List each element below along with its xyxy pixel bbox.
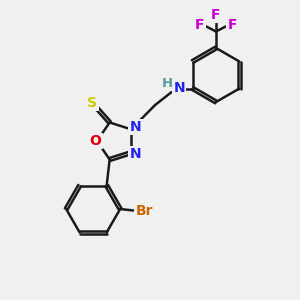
Text: N: N <box>130 147 141 161</box>
Text: O: O <box>89 134 101 148</box>
Text: N: N <box>173 82 185 95</box>
Text: F: F <box>228 18 237 32</box>
Text: N: N <box>130 120 141 134</box>
Text: Br: Br <box>135 203 153 218</box>
Text: H: H <box>162 76 173 90</box>
Text: F: F <box>211 8 221 22</box>
Text: S: S <box>87 96 97 110</box>
Text: F: F <box>195 18 204 32</box>
